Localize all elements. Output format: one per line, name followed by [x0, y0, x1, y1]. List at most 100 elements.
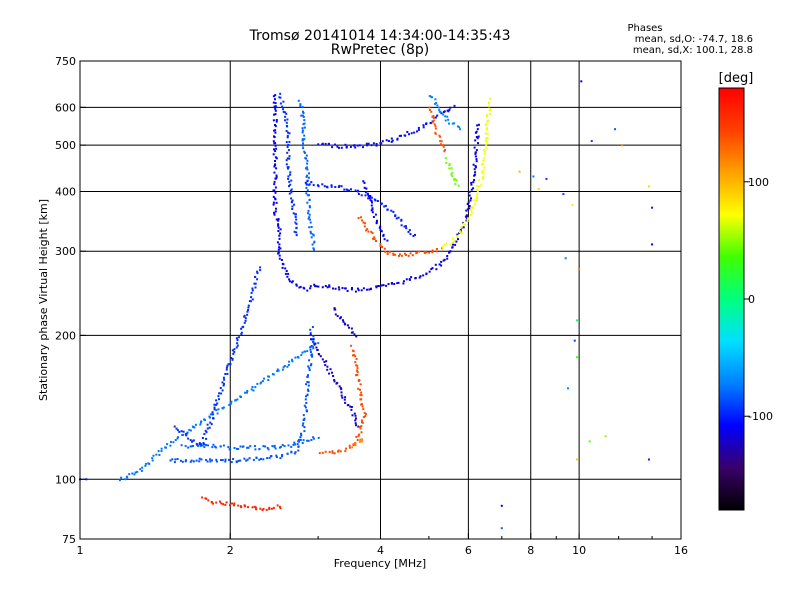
echo-point [294, 356, 297, 359]
echo-point [178, 430, 181, 433]
scatter-point [500, 504, 503, 507]
echo-point [305, 175, 308, 178]
echo-point [474, 131, 477, 134]
echo-point [352, 354, 354, 357]
echo-point [434, 125, 437, 128]
echo-point [369, 198, 372, 201]
echo-point [356, 144, 359, 147]
echo-point [366, 144, 368, 147]
echo-point [185, 459, 187, 462]
echo-point [448, 167, 451, 170]
echo-point [294, 215, 297, 218]
echo-point [356, 190, 359, 193]
echo-point [402, 282, 405, 285]
echo-point [354, 419, 357, 422]
echo-point [247, 306, 250, 309]
echo-point [277, 226, 280, 229]
echo-point [174, 458, 177, 461]
echo-point [434, 102, 436, 105]
echo-point [205, 459, 208, 461]
echo-point [306, 201, 309, 204]
echo-point [482, 162, 485, 165]
echo-point [225, 368, 228, 371]
echo-point [428, 251, 431, 254]
echo-point [453, 104, 456, 107]
echo-point [275, 456, 278, 459]
echo-point [199, 444, 202, 447]
echo-point [334, 287, 337, 290]
echo-point [236, 344, 239, 347]
echo-point [355, 435, 358, 438]
echo-point [279, 247, 282, 250]
echo-point [289, 173, 292, 176]
echo-point [297, 99, 300, 102]
echo-point [478, 178, 481, 181]
echo-point [423, 252, 426, 254]
echo-point [355, 424, 357, 427]
echo-point [476, 137, 479, 140]
echo-point [255, 508, 258, 511]
echo-point [302, 422, 305, 425]
echo-point [252, 389, 255, 392]
echo-point [213, 408, 216, 411]
echo-point [430, 268, 433, 271]
echo-point [299, 285, 302, 288]
echo-point [380, 230, 383, 233]
echo-point [315, 346, 318, 349]
echo-point [291, 208, 294, 210]
echo-point [423, 250, 426, 253]
echo-point [287, 131, 289, 134]
echo-point [403, 134, 406, 137]
echo-point [418, 250, 421, 253]
echo-point [302, 418, 305, 421]
echo-point [351, 414, 354, 417]
echo-point [118, 479, 121, 482]
echo-point [202, 442, 205, 444]
echo-point [459, 229, 462, 232]
echo-point [270, 455, 273, 457]
echo-point [481, 177, 484, 180]
y-tick-label: 75 [62, 533, 76, 546]
echo-point [297, 449, 300, 452]
echo-point [381, 246, 383, 248]
echo-point [254, 386, 257, 389]
echo-point [400, 134, 402, 137]
echo-point [303, 150, 306, 153]
echo-point [294, 443, 296, 446]
echo-point [220, 459, 222, 461]
echo-point [476, 185, 479, 187]
echo-point [379, 225, 382, 228]
echo-point [309, 230, 312, 233]
echo-point [254, 448, 257, 451]
echo-point [466, 208, 469, 211]
echo-point [334, 186, 337, 188]
echo-point [468, 194, 471, 197]
y-tick-label: 750 [55, 55, 76, 68]
echo-point [372, 142, 375, 145]
echo-trace [362, 180, 389, 242]
echo-point [361, 219, 364, 222]
echo-point [434, 98, 437, 101]
echo-point [422, 126, 425, 129]
echo-point [474, 166, 477, 169]
echo-point [209, 460, 212, 463]
echo-point [278, 254, 281, 257]
echo-trace [444, 157, 460, 187]
echo-point [400, 219, 403, 222]
echo-point [486, 114, 489, 117]
echo-point [190, 459, 193, 462]
echo-point [475, 149, 478, 152]
echo-point [207, 444, 209, 447]
echo-point [483, 166, 486, 169]
echo-point [268, 456, 271, 459]
echo-point [448, 164, 451, 167]
echo-point [294, 213, 297, 216]
echo-point [302, 147, 305, 150]
echo-point [360, 289, 363, 292]
echo-point [219, 445, 222, 448]
echo-point [486, 115, 488, 118]
echo-point [205, 497, 208, 500]
echo-point [483, 150, 486, 153]
echo-point [396, 137, 399, 140]
scatter-point [567, 387, 570, 390]
